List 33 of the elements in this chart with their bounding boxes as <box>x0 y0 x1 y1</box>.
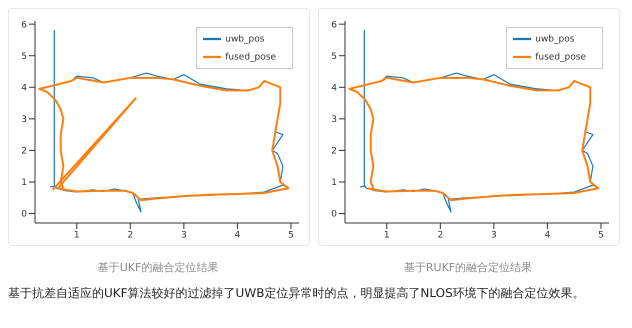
x-tick-label: 2 <box>437 230 444 240</box>
x-tick-label: 3 <box>491 230 497 240</box>
y-tick-label: 4 <box>21 83 28 94</box>
text: 基于UKF的融合定位结果 <box>96 260 220 275</box>
legend-label: uwb_pos <box>535 34 574 44</box>
legend-label: fused_pose <box>535 52 586 62</box>
x-tick-label: 1 <box>74 230 80 240</box>
x-tick-label: 2 <box>127 230 134 240</box>
text: 基于抗差自适应的UKF算法较好的过滤掉了UWB定位异常时的点，明显提高了NLOS环境下的融合定位效果。 <box>8 285 586 302</box>
line-series <box>38 76 290 202</box>
y-tick-label: 3 <box>331 115 337 126</box>
x-tick-label: 3 <box>181 230 187 240</box>
y-tick-label: 1 <box>331 178 337 188</box>
y-tick-label: 6 <box>331 20 338 30</box>
x-tick-label: 5 <box>598 230 604 240</box>
y-tick-label: 6 <box>21 20 28 30</box>
y-tick-label: 5 <box>21 52 27 62</box>
legend-label: uwb_pos <box>225 34 264 44</box>
y-tick-label: 3 <box>21 115 27 126</box>
x-tick-label: 4 <box>234 230 241 240</box>
y-tick-label: 1 <box>21 178 27 188</box>
y-tick-label: 0 <box>21 210 28 220</box>
text: 基于RUKF的融合定位结果 <box>402 260 534 275</box>
y-tick-label: 5 <box>331 52 337 62</box>
x-tick-label: 1 <box>384 230 390 240</box>
y-tick-label: 2 <box>21 146 27 157</box>
legend-label: fused_pose <box>225 52 276 62</box>
y-tick-label: 0 <box>331 210 338 220</box>
x-tick-label: 5 <box>288 230 294 240</box>
line-series <box>348 76 600 202</box>
x-tick-label: 4 <box>544 230 551 240</box>
y-tick-label: 2 <box>331 146 337 157</box>
y-tick-label: 4 <box>331 83 338 94</box>
